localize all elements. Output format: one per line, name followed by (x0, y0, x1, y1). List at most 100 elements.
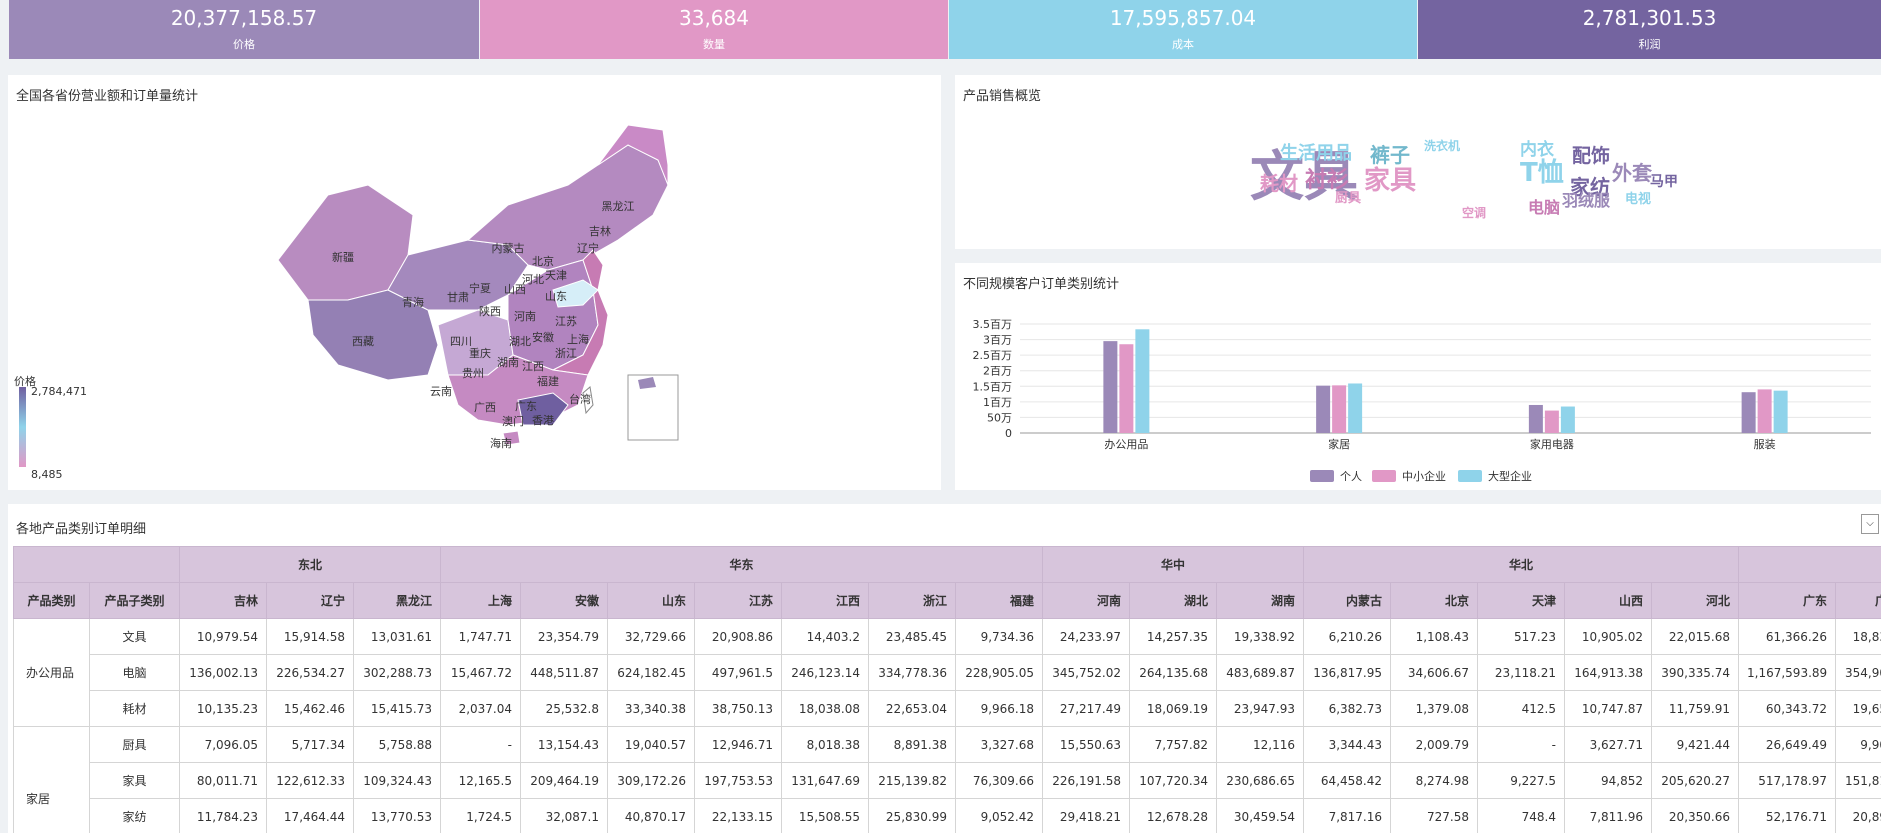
column-header[interactable]: 产品类别 (13, 582, 90, 619)
legend-label[interactable]: 个人 (1340, 470, 1362, 483)
province-header[interactable]: 广 (1835, 582, 1881, 619)
province-header[interactable]: 湖南 (1216, 582, 1304, 619)
wordcloud-word[interactable]: 配饰 (1572, 145, 1611, 167)
bar[interactable] (1757, 389, 1772, 433)
wordcloud-word[interactable]: 厨具 (1335, 191, 1362, 206)
wordcloud-word[interactable]: 家纺 (1570, 175, 1610, 199)
wordcloud-word[interactable]: 文具 (1250, 145, 1358, 208)
wordcloud-word[interactable]: 空调 (1462, 206, 1487, 220)
bar[interactable] (1135, 329, 1150, 433)
province-header[interactable]: 天津 (1477, 582, 1565, 619)
province-header[interactable]: 山西 (1564, 582, 1652, 619)
province-header[interactable]: 浙江 (868, 582, 956, 619)
legend-swatch[interactable] (1310, 470, 1334, 482)
table-row[interactable]: 耗材 10,135.23 15,462.46 15,415.73 2,037.04 25,… (14, 690, 1881, 727)
legend-swatch[interactable] (1458, 470, 1482, 482)
province-header[interactable]: 河南 (1042, 582, 1130, 619)
region-header[interactable]: 华东 (440, 546, 1043, 583)
table-row[interactable]: 家居 厨具 7,096.05 5,717.34 5,758.88-13,154.43 19… (13, 726, 1881, 833)
province-header[interactable]: 江苏 (694, 582, 782, 619)
province-header[interactable]: 黑龙江 (353, 582, 441, 619)
province-header[interactable]: 广东 (1738, 582, 1836, 619)
table-menu-button[interactable]: ⌵ (1861, 514, 1879, 534)
kpi-card-1[interactable]: 33,684 数量 (480, 0, 948, 59)
wordcloud-word[interactable]: 洗衣机 (1424, 139, 1461, 153)
wordcloud-word[interactable]: 衬衫 (1305, 168, 1350, 193)
subcategory-cell: 耗材 (89, 690, 180, 727)
map-region-guangdong[interactable] (517, 392, 569, 426)
province-header[interactable]: 湖北 (1129, 582, 1217, 619)
wordcloud-word[interactable]: 羽绒服 (1562, 191, 1611, 210)
value-cell: 226,534.27 (266, 654, 354, 691)
wordcloud-word[interactable]: 外套 (1612, 161, 1652, 185)
province-header[interactable]: 上海 (440, 582, 521, 619)
wordcloud-word[interactable]: 生活用品 (1280, 143, 1352, 164)
wordcloud-word[interactable]: 内衣 (1520, 140, 1554, 160)
map-region-taiwan[interactable] (582, 386, 594, 415)
region-header[interactable]: 东北 (179, 546, 441, 583)
table-row[interactable]: 家具 80,011.71 122,612.33 109,324.43 12,165.5 2… (14, 762, 1881, 799)
value-cell: 1,108.43 (1390, 618, 1478, 655)
column-header[interactable]: 产品子类别 (89, 582, 180, 619)
province-header[interactable]: 河北 (1651, 582, 1739, 619)
kpi-label: 数量 (703, 38, 725, 51)
wordcloud-word[interactable]: 电视 (1625, 192, 1652, 207)
region-header[interactable]: 华北 (1303, 546, 1739, 583)
map-region-east[interactable] (551, 249, 609, 376)
bar[interactable] (1528, 404, 1543, 433)
legend-swatch[interactable] (1372, 470, 1396, 482)
map-region-hainan[interactable] (502, 430, 521, 446)
bar[interactable] (1332, 385, 1347, 433)
province-header[interactable]: 福建 (955, 582, 1043, 619)
wordcloud-word[interactable]: 马甲 (1650, 174, 1678, 190)
wordcloud-word[interactable]: 家具 (1364, 166, 1417, 196)
value-cell: 309,172.26 (607, 762, 695, 799)
wordcloud[interactable]: 文具 T恤 家具 家纺 衬衫 裤子 生活用品耗材 配饰 外套 内衣羽绒服 电脑 马甲电视 洗衣机厨具空调 (955, 75, 1881, 249)
province-header[interactable]: 辽宁 (266, 582, 354, 619)
legend-label[interactable]: 大型企业 (1488, 469, 1532, 483)
wordcloud-word[interactable]: 电脑 (1528, 198, 1561, 217)
bar[interactable] (1544, 410, 1559, 433)
map-region-northeast[interactable] (597, 124, 669, 186)
wordcloud-word[interactable]: 裤子 (1370, 143, 1410, 167)
bar[interactable] (1773, 390, 1788, 433)
value-cell: 8,891.38 (868, 726, 956, 763)
kpi-card-3[interactable]: 2,781,301.53 利润 (1418, 0, 1881, 59)
map-legend-gradient[interactable] (19, 387, 26, 467)
map-region-xizang[interactable] (307, 289, 439, 381)
table-row[interactable]: 家纺 11,784.23 17,464.44 13,770.53 1,724.5 32,0… (14, 798, 1881, 833)
value-cell: 12,678.28 (1129, 798, 1217, 833)
bar[interactable] (1103, 341, 1118, 433)
value-cell: 18,069.19 (1129, 690, 1217, 727)
kpi-card-0[interactable]: 20,377,158.57 价格 (9, 0, 479, 59)
wordcloud-word[interactable]: 耗材 (1260, 173, 1299, 195)
legend-label[interactable]: 中小企业 (1402, 469, 1446, 483)
bar[interactable] (1348, 383, 1363, 433)
bar[interactable] (1316, 385, 1331, 433)
province-header[interactable]: 安徽 (520, 582, 608, 619)
kpi-value: 2,781,301.53 (1582, 6, 1717, 30)
kpi-card-2[interactable]: 17,595,857.04 成本 (949, 0, 1417, 59)
value-cell: 11,784.23 (179, 798, 267, 833)
province-header[interactable]: 北京 (1390, 582, 1478, 619)
category-cell: 办公用品 (13, 618, 90, 727)
region-header[interactable] (1738, 546, 1881, 583)
table-row[interactable]: 电脑 136,002.13 226,534.27 302,288.73 15,467.7… (14, 654, 1881, 691)
map-label: 广西 (474, 401, 496, 414)
province-header[interactable]: 吉林 (179, 582, 267, 619)
y-tick-label: 0 (1005, 427, 1012, 440)
wordcloud-word[interactable]: T恤 (1520, 158, 1564, 188)
table-row[interactable]: 办公用品 文具 10,979.54 15,914.58 13,031.61 1,747.7… (13, 618, 1881, 727)
province-header[interactable]: 山东 (607, 582, 695, 619)
bar[interactable] (1741, 392, 1756, 433)
table-scroll-area[interactable]: 东北 华东 华中 华北产品类别 产品子类别 吉林 辽宁 黑龙江 上海 安徽 山东 江苏 江西 浙江 福建 河南… (13, 546, 1881, 833)
province-header[interactable]: 内蒙古 (1303, 582, 1391, 619)
bar[interactable] (1119, 344, 1134, 433)
map-region-shandong[interactable] (552, 279, 599, 308)
map-region-north[interactable] (466, 144, 669, 271)
province-header[interactable]: 江西 (781, 582, 869, 619)
region-header[interactable]: 华中 (1042, 546, 1304, 583)
bar[interactable] (1560, 406, 1575, 433)
